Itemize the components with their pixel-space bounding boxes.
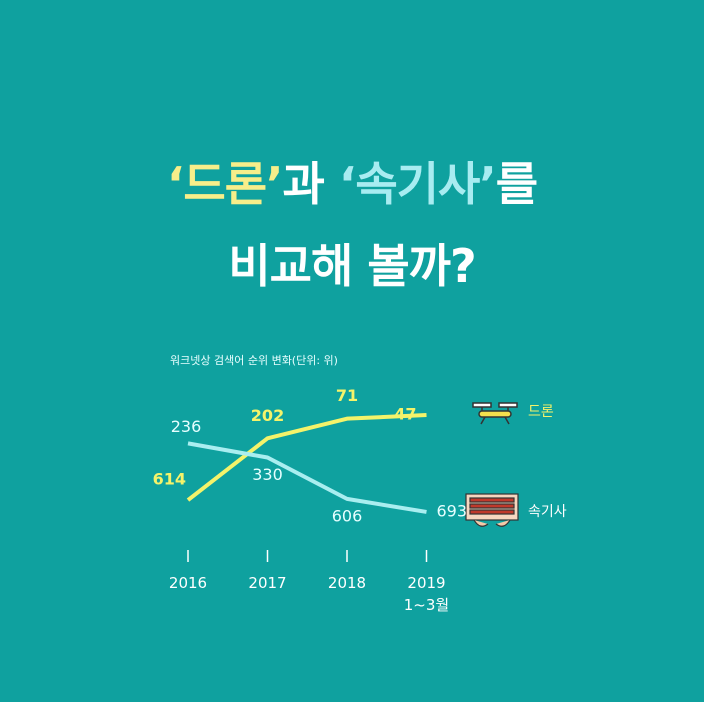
value-label: 693	[437, 501, 468, 520]
title-part: ‘속기사’	[338, 157, 497, 211]
title-part: 과	[282, 157, 339, 211]
value-label: 71	[336, 386, 358, 405]
x-tick-label: 2017	[248, 574, 287, 592]
subtitle: 워크넷상 검색어 순위 변화(단위: 위)	[170, 354, 338, 367]
title-part: ‘드론’	[166, 157, 284, 211]
legend-label: 드론	[528, 404, 554, 420]
title-line-2: 비교해 볼까?	[228, 239, 476, 293]
value-label: 236	[171, 417, 202, 436]
value-label: 330	[252, 465, 283, 484]
series-line	[186, 413, 427, 502]
value-label: 47	[394, 405, 416, 424]
value-label: 202	[251, 406, 284, 425]
keyboard-icon	[465, 493, 519, 527]
value-label: 606	[332, 506, 363, 525]
x-tick-label: 2019 1~3월	[403, 574, 450, 614]
drone-icon	[472, 402, 518, 425]
x-tick-label: 2018	[327, 574, 367, 592]
series-line	[187, 441, 427, 514]
title-line-1: ‘드론’과 ‘속기사’를	[0, 148, 704, 214]
title-part: 를	[495, 157, 538, 211]
x-tick-label: 2016	[168, 574, 208, 592]
value-label: 614	[153, 470, 186, 489]
legend-label: 속기사	[528, 504, 567, 520]
